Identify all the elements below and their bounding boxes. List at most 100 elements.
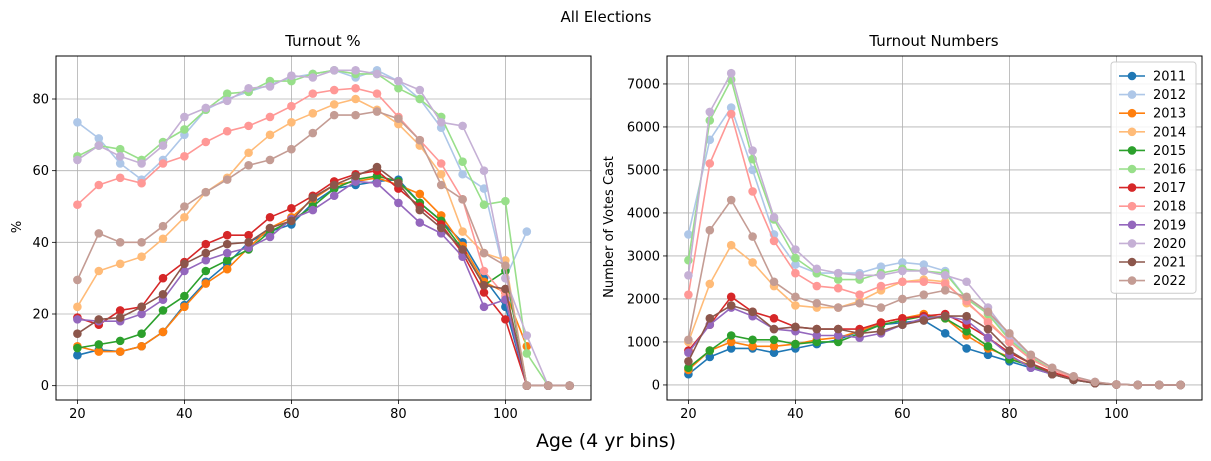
y-tick-label: 4000 <box>627 206 660 221</box>
series-line-2019 <box>77 180 570 387</box>
data-point-2018 <box>791 268 800 278</box>
data-point-2021 <box>919 316 929 325</box>
data-point-2015 <box>705 346 715 355</box>
data-point-2018 <box>158 159 168 168</box>
legend-label: 2013 <box>1153 107 1186 122</box>
series-line-2017 <box>77 169 570 387</box>
data-point-2012 <box>479 184 489 193</box>
data-point-2018 <box>705 159 715 168</box>
data-point-2022 <box>1176 380 1185 390</box>
series-2021 <box>73 162 574 390</box>
data-point-2022 <box>351 110 360 120</box>
data-point-2011 <box>962 344 971 353</box>
legend-entry-2020: 2020 <box>1119 237 1186 252</box>
data-point-2022 <box>287 144 296 154</box>
data-point-2012 <box>458 169 467 179</box>
data-point-2021 <box>769 324 779 334</box>
data-point-2015 <box>73 343 82 353</box>
data-point-2020 <box>73 155 82 165</box>
series-line-2018 <box>76 87 570 387</box>
x-tick-label: 100 <box>493 407 518 422</box>
data-point-2015 <box>983 341 993 351</box>
data-point-2014 <box>791 301 800 310</box>
data-point-2022 <box>919 290 929 299</box>
figure-suptitle: All Elections <box>560 8 651 26</box>
data-point-2015 <box>812 337 822 347</box>
series-2017 <box>73 166 574 390</box>
series-line-2012 <box>76 69 528 279</box>
data-point-2013 <box>94 347 104 356</box>
data-point-2017 <box>158 273 168 283</box>
series-2011 <box>73 175 574 390</box>
data-point-2014 <box>180 212 189 222</box>
data-point-2021 <box>351 171 360 181</box>
data-point-2014 <box>436 169 446 179</box>
data-point-2020 <box>436 117 446 127</box>
y-axis-label-votes-cast: Number of Votes Cast <box>602 156 617 298</box>
data-point-2015 <box>115 336 125 346</box>
data-point-2020 <box>222 96 232 106</box>
data-point-2015 <box>684 363 693 373</box>
legend-entry-2011: 2011 <box>1119 70 1186 85</box>
y-tick-label: 2000 <box>627 292 660 307</box>
data-point-2022 <box>180 202 189 211</box>
series-2011 <box>684 316 1185 390</box>
series-2019 <box>73 177 574 390</box>
data-point-2021 <box>1026 359 1036 368</box>
data-point-2020 <box>479 166 489 175</box>
data-point-2021 <box>265 223 275 233</box>
legend-marker <box>1127 276 1137 285</box>
data-point-2021 <box>791 322 800 332</box>
data-point-2017 <box>769 314 779 323</box>
data-point-2019 <box>308 205 318 215</box>
data-point-2012 <box>876 262 886 272</box>
series-line-2021 <box>76 166 570 387</box>
data-point-2015 <box>180 291 189 301</box>
data-point-2019 <box>833 331 843 340</box>
axes-frame <box>666 55 1203 401</box>
data-point-2016 <box>415 94 425 104</box>
data-point-2022 <box>855 298 864 308</box>
data-point-2022 <box>812 298 822 308</box>
data-point-2013 <box>201 279 211 288</box>
data-point-2021 <box>962 311 971 321</box>
data-point-2013 <box>748 341 757 351</box>
data-point-2022 <box>458 195 467 204</box>
data-point-2012 <box>115 159 125 168</box>
data-point-2015 <box>726 331 736 340</box>
data-point-2022 <box>308 128 318 138</box>
legend-label: 2017 <box>1153 181 1186 196</box>
data-point-2020 <box>287 71 296 81</box>
data-point-2022 <box>265 155 275 165</box>
data-point-2022 <box>1047 363 1057 373</box>
y-tick-label: 0 <box>41 379 49 394</box>
data-point-2016 <box>180 125 189 134</box>
data-point-2021 <box>876 326 886 336</box>
x-tick-label: 60 <box>894 407 911 422</box>
data-point-2022 <box>769 277 779 287</box>
data-point-2019 <box>415 218 425 227</box>
data-point-2015 <box>833 337 843 347</box>
data-point-2022 <box>543 381 553 390</box>
x-tick-label: 20 <box>69 407 86 422</box>
data-point-2021 <box>158 289 168 299</box>
data-point-2018 <box>855 290 864 299</box>
data-point-2011 <box>983 350 993 360</box>
data-point-2017 <box>115 306 125 315</box>
data-point-2022 <box>1069 372 1078 381</box>
data-point-2018 <box>244 121 253 131</box>
data-point-2022 <box>115 238 125 247</box>
legend-entry-2015: 2015 <box>1119 144 1186 159</box>
data-point-2018 <box>329 85 339 95</box>
data-point-2015 <box>137 329 146 339</box>
data-point-2022 <box>244 160 253 170</box>
data-point-2012 <box>684 230 693 239</box>
data-point-2013 <box>158 327 168 337</box>
y-tick-label: 7000 <box>627 77 660 92</box>
x-tick-label: 40 <box>176 407 193 422</box>
data-point-2019 <box>73 315 82 324</box>
data-point-2020 <box>791 245 800 254</box>
data-point-2022 <box>833 303 843 312</box>
legend-label: 2012 <box>1153 88 1186 103</box>
data-point-2021 <box>726 301 736 310</box>
